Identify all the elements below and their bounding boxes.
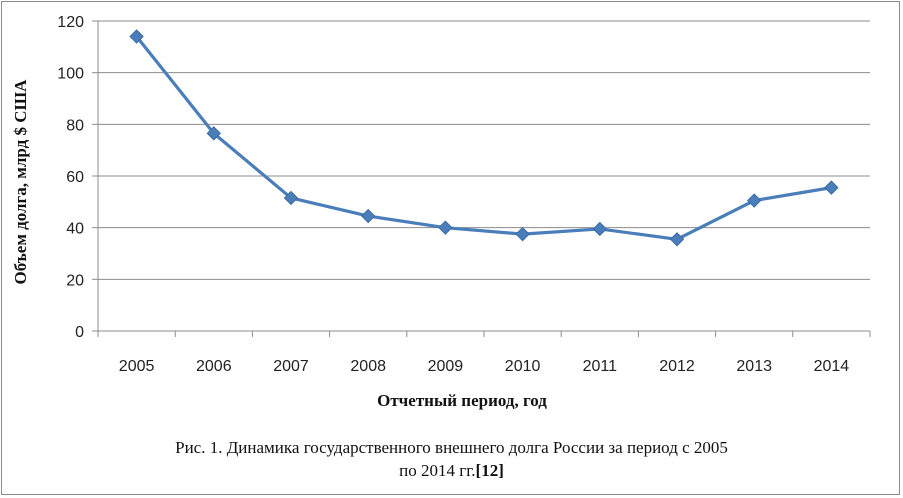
y-tick-label-120: 120 bbox=[57, 14, 84, 31]
x-tick-label-2012: 2012 bbox=[659, 358, 695, 375]
x-tick-label-2014: 2014 bbox=[814, 358, 850, 375]
data-point-2007 bbox=[283, 190, 299, 206]
y-tick-label-20: 20 bbox=[66, 272, 84, 289]
data-point-2013 bbox=[746, 193, 762, 208]
x-tick-label-2010: 2010 bbox=[505, 358, 541, 375]
x-tick-label-2006: 2006 bbox=[196, 358, 232, 375]
y-axis-title: Объем долга, млрд $ США bbox=[11, 79, 30, 285]
caption-reference: [12] bbox=[475, 461, 504, 480]
gridlines bbox=[97, 20, 870, 332]
data-point-2012 bbox=[669, 232, 685, 247]
caption-text: по 2014 гг. bbox=[399, 461, 476, 480]
series-group bbox=[129, 29, 839, 247]
y-tick-label-100: 100 bbox=[57, 66, 84, 83]
data-point-2009 bbox=[438, 220, 453, 235]
y-tick-label-0: 0 bbox=[75, 324, 84, 341]
x-tick-label-2009: 2009 bbox=[428, 358, 464, 375]
data-point-2005 bbox=[129, 29, 144, 44]
data-point-2010 bbox=[515, 226, 530, 242]
x-tick-label-2007: 2007 bbox=[273, 358, 309, 375]
data-point-2006 bbox=[206, 126, 222, 141]
data-point-2011 bbox=[592, 221, 608, 237]
y-tick-label-80: 80 bbox=[66, 117, 84, 134]
x-tick-label-2013: 2013 bbox=[736, 358, 772, 375]
data-point-2008 bbox=[360, 208, 376, 224]
x-tick-label-2011: 2011 bbox=[583, 358, 618, 375]
x-tick-label-2005: 2005 bbox=[119, 358, 155, 375]
x-axis-ticks: 2005 2006 2007 2008 2009 2010 2011 2012 2013 2014 bbox=[97, 331, 871, 375]
y-tick-label-60: 60 bbox=[66, 169, 84, 186]
x-axis-title: Отчетный период, год bbox=[377, 391, 547, 410]
series-line-0 bbox=[135, 35, 832, 241]
x-tick-label-2008: 2008 bbox=[350, 358, 386, 375]
y-tick-label-40: 40 bbox=[66, 221, 84, 238]
y-axis-ticks: 0 20 40 60 80 100 120 bbox=[57, 14, 98, 341]
data-point-2014 bbox=[824, 180, 839, 195]
figure-caption-line-2: по 2014 гг.[12] bbox=[0, 460, 903, 482]
figure-caption-line-1: Рис. 1. Динамика государственного внешне… bbox=[175, 438, 728, 457]
